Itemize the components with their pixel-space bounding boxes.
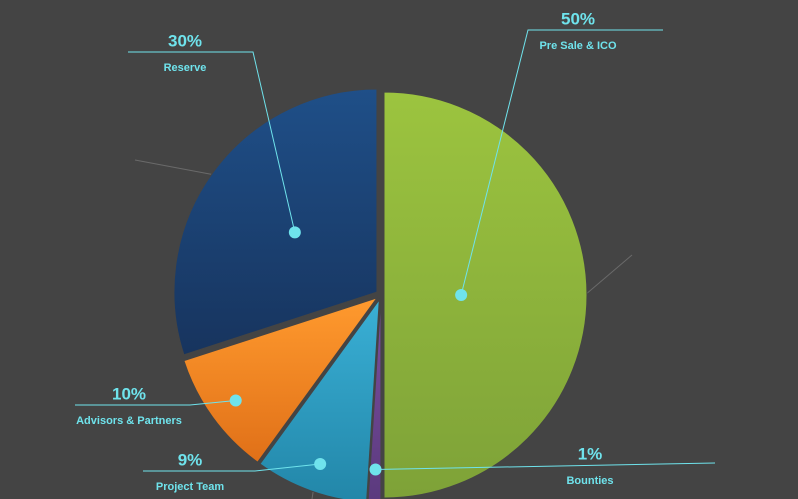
percent-label-project-team: 9% [178, 450, 203, 469]
leader-dot-project-team [314, 457, 327, 470]
slice-label-pre-sale-and-ico: Pre Sale & ICO [539, 40, 616, 52]
slice-label-advisors-and-partners: Advisors & Partners [76, 415, 182, 427]
pie-slice-pre-sale-and-ico [383, 91, 588, 499]
pie-slice-reserve [173, 88, 378, 356]
slice-label-project-team: Project Team [156, 481, 224, 493]
percent-label-bounties: 1% [578, 444, 603, 463]
percent-label-pre-sale-and-ico: 50% [561, 9, 595, 28]
slice-labels: 50% Pre Sale & ICO 1% Bounties 9% Project Tea… [76, 9, 617, 492]
leader-dot-advisors-and-partners [229, 394, 242, 407]
leader-dot-pre-sale-and-ico [455, 289, 468, 301]
slice-label-bounties: Bounties [566, 475, 613, 487]
leader-line-pre-sale-and-ico [460, 29, 663, 296]
percent-label-advisors-and-partners: 10% [112, 384, 146, 403]
percent-label-reserve: 30% [168, 31, 202, 50]
pie-slice-bounties [367, 296, 382, 499]
leader-line-reserve [128, 51, 296, 233]
leader-line-project-team [143, 463, 321, 472]
leader-line-advisors-and-partners [75, 400, 236, 406]
leader-dot-bounties [369, 463, 382, 476]
pie-slices [173, 88, 588, 499]
pie-slice-project-team [259, 298, 380, 499]
pie-slice-advisors-and-partners [183, 296, 379, 463]
label-leader-lines [75, 29, 716, 476]
leader-line-bounties [375, 462, 716, 470]
guide-line [584, 254, 633, 296]
guide-line [134, 159, 216, 176]
slice-label-reserve: Reserve [164, 62, 207, 74]
leader-dot-reserve [288, 226, 301, 239]
